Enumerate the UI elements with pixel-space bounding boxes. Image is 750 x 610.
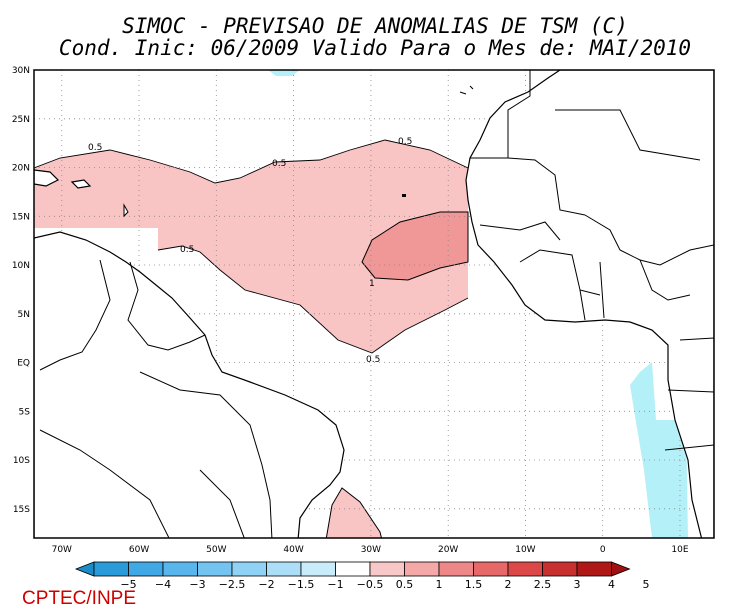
colorbar-label: −4 [155,578,171,591]
colorbar-swatch [93,561,129,577]
land-south-america [34,231,345,538]
contour-label: 0.5 [272,159,286,169]
latitude-label: 25N [12,115,30,125]
colorbar-swatch [404,561,440,577]
longitude-label: 70W [52,545,72,555]
land-africa [465,70,714,538]
colorbar-swatch [473,561,509,577]
colorbar-label: −2.5 [219,578,246,591]
colorbar-swatch [507,561,543,577]
colorbar-label: 2.5 [534,578,552,591]
anomaly-region-warm-05 [34,140,468,353]
longitude-label: 10E [671,545,688,555]
colorbar-swatch [231,561,267,577]
map-subtitle: Cond. Inic: 06/2009 Valido Para o Mes de… [58,36,692,60]
colorbar-label: 4 [608,578,615,591]
longitude-labels: 70W 60W 50W 40W 30W 20W 10W 0 10E [52,545,689,555]
colorbar-label: −3 [189,578,205,591]
contour-label: 0.5 [180,245,194,255]
colorbar-swatch [74,561,95,577]
longitude-label: 10W [515,545,535,555]
latitude-label: EQ [17,359,30,369]
longitude-label: 0 [600,545,606,555]
contour-label: 0.5 [88,143,102,153]
anomaly-region-warm-south [325,487,383,538]
contour-labels: 0.5 0.5 0.5 0.5 1 0.5 [88,137,412,365]
colorbar-swatch [611,561,631,577]
longitude-label: 60W [129,545,149,555]
latitude-label: 10N [12,261,30,271]
contour-label: 0.5 [398,137,412,147]
latitude-label: 15N [12,212,30,222]
colorbar-label: 2 [505,578,512,591]
colorbar-swatch [266,561,302,577]
map-title: SIMOC - PREVISAO DE ANOMALIAS DE TSM (C) [122,14,628,38]
map-frame [33,69,715,539]
colorbar-swatch [369,561,405,577]
latitude-label: 5S [19,407,31,417]
colorbar: −5 −4 −3 −2.5 −2 −1.5 −1 −0.5 0.5 1 1.5 2 2.5 3 4 5 [74,561,650,591]
colorbar-swatch [197,561,233,577]
latitude-label: 15S [13,505,30,515]
colorbar-label: −1 [327,578,343,591]
longitude-label: 30W [361,545,381,555]
colorbar-label: −0.5 [357,578,384,591]
colorbar-label: 1 [436,578,443,591]
land-caribbean-islands [34,169,60,187]
latitude-label: 5N [18,310,30,320]
country-borders-africa [470,70,714,451]
colorbar-swatch [542,561,578,577]
colorbar-label: 3 [574,578,581,591]
country-borders-south-america [39,259,273,538]
colorbar-swatch [438,561,474,577]
colorbar-label: 5 [643,578,650,591]
longitude-label: 40W [283,545,303,555]
colorbar-swatch [300,561,336,577]
longitude-label: 50W [206,545,226,555]
colorbar-label: −1.5 [288,578,315,591]
map-area [34,70,714,538]
credit-label: CPTEC/INPE [22,588,137,609]
longitude-label: 20W [438,545,458,555]
colorbar-label: 0.5 [396,578,414,591]
anomaly-region-cool-north [268,70,300,76]
colorbar-swatch [162,561,198,577]
colorbar-swatch [576,561,612,577]
latitude-label: 20N [12,164,30,174]
colorbar-swatch [128,561,164,577]
latitude-labels: 30N 25N 20N 15N 10N 5N EQ 5S 10S 15S [12,66,30,515]
contour-label: 0.5 [366,355,380,365]
colorbar-label: −5 [120,578,136,591]
colorbar-label: 1.5 [465,578,483,591]
colorbar-label: −2 [258,578,274,591]
anomaly-region-cool-east [630,362,688,538]
latitude-label: 30N [12,66,30,76]
contour-label: 1 [369,279,375,289]
colorbar-swatch [335,561,371,577]
latitude-label: 10S [13,456,30,466]
